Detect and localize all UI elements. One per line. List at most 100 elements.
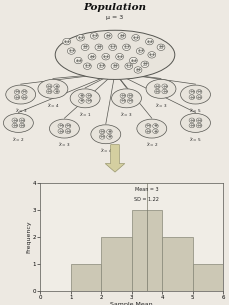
- Text: $\bar{X}=2$: $\bar{X}=2$: [12, 136, 25, 144]
- Ellipse shape: [49, 119, 79, 138]
- Circle shape: [99, 135, 104, 139]
- Circle shape: [152, 129, 158, 134]
- Circle shape: [12, 118, 17, 123]
- Circle shape: [161, 89, 167, 94]
- Text: μ = 3: μ = 3: [106, 16, 123, 20]
- Ellipse shape: [111, 89, 141, 108]
- Ellipse shape: [90, 125, 120, 144]
- Circle shape: [145, 124, 150, 128]
- Circle shape: [106, 129, 112, 134]
- Circle shape: [14, 90, 20, 94]
- Ellipse shape: [6, 85, 35, 104]
- Circle shape: [196, 123, 201, 128]
- Circle shape: [83, 63, 91, 70]
- Circle shape: [46, 84, 52, 88]
- Bar: [71, 264, 101, 291]
- Circle shape: [120, 93, 125, 98]
- Ellipse shape: [38, 79, 68, 98]
- Circle shape: [188, 118, 194, 123]
- Bar: [131, 210, 161, 291]
- Circle shape: [156, 44, 164, 51]
- Ellipse shape: [145, 79, 175, 98]
- Circle shape: [188, 123, 194, 128]
- Bar: [161, 237, 192, 291]
- Circle shape: [58, 124, 63, 128]
- Text: $\bar{X}=5$: $\bar{X}=5$: [188, 107, 201, 115]
- Circle shape: [74, 57, 82, 64]
- Y-axis label: Frequency: Frequency: [26, 221, 31, 253]
- Ellipse shape: [55, 30, 174, 79]
- Circle shape: [54, 84, 59, 88]
- Circle shape: [120, 99, 125, 103]
- Circle shape: [196, 95, 201, 99]
- Circle shape: [131, 34, 139, 41]
- Text: Population: Population: [83, 3, 146, 12]
- Circle shape: [111, 63, 118, 70]
- Circle shape: [95, 44, 102, 51]
- Circle shape: [78, 93, 84, 98]
- Circle shape: [22, 95, 27, 99]
- Circle shape: [22, 90, 27, 94]
- Circle shape: [188, 90, 194, 94]
- Circle shape: [115, 53, 123, 60]
- Circle shape: [152, 124, 158, 128]
- Circle shape: [99, 129, 104, 134]
- X-axis label: Sample Mean: Sample Mean: [110, 302, 152, 305]
- Ellipse shape: [3, 113, 33, 132]
- Text: $\bar{X}=4$: $\bar{X}=4$: [99, 147, 112, 155]
- Text: $\bar{X}=4$: $\bar{X}=4$: [46, 102, 59, 109]
- Circle shape: [58, 129, 63, 134]
- Circle shape: [67, 48, 75, 54]
- Text: $\bar{X}=2$: $\bar{X}=2$: [145, 142, 157, 149]
- Circle shape: [127, 99, 132, 103]
- Circle shape: [106, 135, 112, 139]
- Circle shape: [147, 52, 155, 58]
- Circle shape: [14, 95, 20, 99]
- Circle shape: [76, 34, 84, 41]
- Circle shape: [117, 33, 125, 39]
- Circle shape: [65, 124, 71, 128]
- Circle shape: [19, 123, 25, 128]
- Circle shape: [136, 48, 144, 54]
- Text: $\bar{X}=5$: $\bar{X}=5$: [188, 136, 201, 144]
- Circle shape: [78, 99, 84, 103]
- Circle shape: [127, 93, 132, 98]
- Circle shape: [145, 38, 153, 45]
- Ellipse shape: [136, 119, 166, 138]
- Text: $\bar{X}=3$: $\bar{X}=3$: [120, 111, 132, 119]
- Circle shape: [196, 118, 201, 123]
- Circle shape: [101, 53, 109, 60]
- Circle shape: [122, 44, 130, 51]
- FancyArrow shape: [105, 145, 124, 172]
- Circle shape: [63, 38, 70, 45]
- Circle shape: [65, 129, 71, 134]
- Circle shape: [124, 63, 132, 70]
- Circle shape: [188, 95, 194, 99]
- Bar: [192, 264, 222, 291]
- Circle shape: [19, 118, 25, 123]
- Circle shape: [196, 90, 201, 94]
- Text: SD = 1.22: SD = 1.22: [134, 196, 159, 202]
- Circle shape: [97, 63, 105, 70]
- Bar: [101, 237, 131, 291]
- Text: $\bar{X}=3$: $\bar{X}=3$: [58, 142, 70, 149]
- Circle shape: [86, 93, 91, 98]
- Circle shape: [154, 84, 159, 88]
- Circle shape: [154, 89, 159, 94]
- Text: $\bar{X}=3$: $\bar{X}=3$: [154, 102, 166, 109]
- Circle shape: [161, 84, 167, 88]
- Circle shape: [129, 57, 137, 64]
- Circle shape: [12, 123, 17, 128]
- Text: $\bar{X}=3$: $\bar{X}=3$: [14, 107, 27, 115]
- Circle shape: [88, 53, 95, 60]
- Ellipse shape: [180, 113, 210, 132]
- Circle shape: [90, 33, 98, 39]
- Circle shape: [140, 61, 148, 67]
- Circle shape: [134, 67, 141, 73]
- Circle shape: [81, 44, 89, 51]
- Text: $\bar{X}=1$: $\bar{X}=1$: [79, 111, 91, 119]
- Circle shape: [86, 99, 91, 103]
- Circle shape: [54, 89, 59, 94]
- Circle shape: [104, 33, 112, 39]
- Circle shape: [145, 129, 150, 134]
